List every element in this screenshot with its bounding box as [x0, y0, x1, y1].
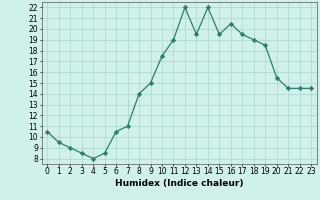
X-axis label: Humidex (Indice chaleur): Humidex (Indice chaleur): [115, 179, 244, 188]
